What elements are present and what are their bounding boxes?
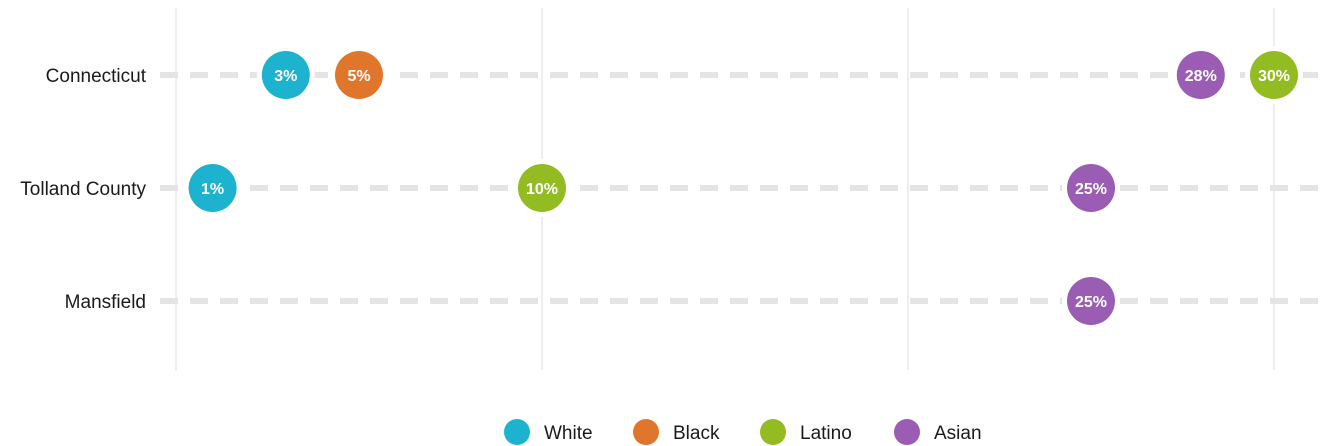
data-label: 10% xyxy=(526,181,558,198)
data-point-black xyxy=(335,51,383,99)
category-label: Connecticut xyxy=(46,66,147,87)
data-label: 28% xyxy=(1185,68,1217,85)
legend-swatch-asian xyxy=(894,419,920,445)
data-points: 3% 1% 5% 30% 10% 28% 25% 25% xyxy=(183,46,1303,330)
legend-label: Asian xyxy=(934,423,982,444)
legend-swatch-white xyxy=(504,419,530,445)
data-label: 5% xyxy=(347,68,370,85)
legend-swatch-latino xyxy=(760,419,786,445)
data-point-asian xyxy=(1176,51,1225,99)
legend-swatch-black xyxy=(633,419,659,445)
data-label: 30% xyxy=(1258,68,1290,85)
legend: White Black Latino Asian xyxy=(504,419,982,445)
data-label: 25% xyxy=(1075,181,1107,198)
data-label: 1% xyxy=(201,181,224,198)
data-point-asian xyxy=(1067,164,1115,212)
data-point-latino xyxy=(1250,51,1298,99)
data-label: 3% xyxy=(274,68,297,85)
legend-label: Latino xyxy=(800,423,852,444)
data-label: 25% xyxy=(1075,294,1107,311)
data-point-white xyxy=(188,164,237,212)
legend-label: White xyxy=(544,423,593,444)
legend-label: Black xyxy=(673,423,720,444)
data-point-white xyxy=(261,51,310,99)
data-point-asian xyxy=(1067,277,1115,325)
category-label: Tolland County xyxy=(20,179,146,200)
data-point-latino xyxy=(518,164,566,212)
category-label: Mansfield xyxy=(65,292,146,313)
